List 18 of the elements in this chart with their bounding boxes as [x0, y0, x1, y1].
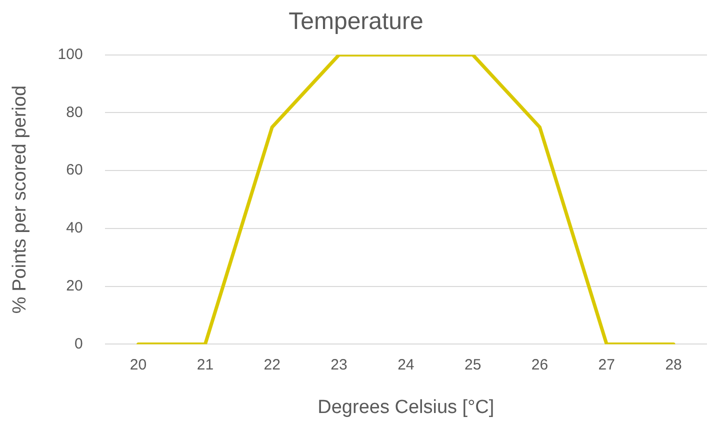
x-tick-label: 25 — [464, 356, 482, 374]
x-tick-label: 28 — [665, 356, 682, 374]
x-tick-label: 26 — [531, 356, 548, 374]
x-tick-label: 22 — [264, 356, 280, 374]
y-tick-label: 0 — [74, 335, 83, 352]
y-tick-label: 80 — [66, 104, 83, 121]
x-tick-label: 27 — [598, 356, 615, 374]
x-tick-label: 23 — [330, 356, 348, 374]
x-tick-label: 20 — [130, 356, 147, 374]
chart-title: Temperature — [288, 8, 424, 36]
y-axis-title: % Points per scored period — [10, 85, 31, 314]
y-tick-label: 100 — [58, 46, 83, 63]
x-axis-title: Degrees Celsius [°C] — [318, 396, 494, 418]
y-tick-label: 20 — [66, 277, 83, 294]
x-tick-label: 24 — [398, 356, 414, 374]
x-tick-label: 21 — [196, 356, 214, 374]
y-tick-label: 40 — [66, 220, 83, 237]
y-tick-label: 60 — [66, 162, 83, 179]
